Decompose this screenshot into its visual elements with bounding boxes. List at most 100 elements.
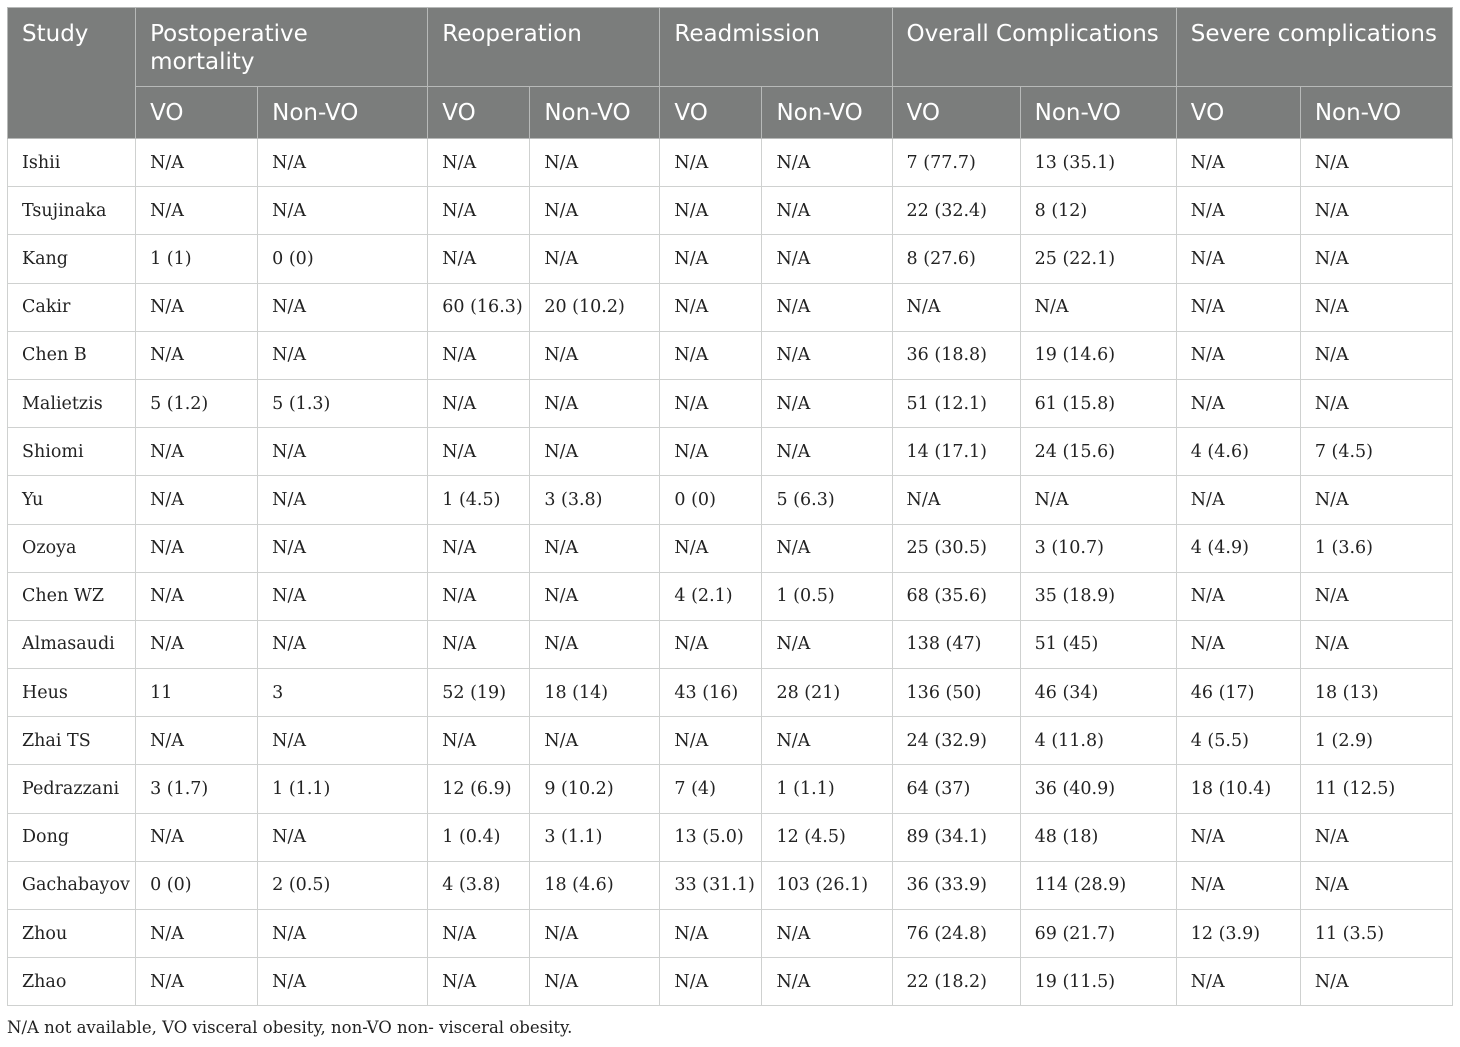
data-cell: N/A [257, 716, 429, 766]
data-cell: N/A [761, 716, 893, 766]
study-name-cell: Kang [6, 234, 137, 284]
table-row: Chen WZ N/A N/A N/A N/A 4 (2.1) 1 (0.5) 68 (35.… [6, 571, 1454, 621]
data-cell: N/A [427, 137, 531, 188]
data-cell: N/A [257, 475, 429, 525]
table-row: Cakir N/A N/A 60 (16.3) 20 (10.2) N/A N/A N/A N/… [6, 282, 1454, 332]
data-cell: N/A [659, 282, 763, 332]
header-sub: VO [891, 86, 1021, 139]
data-cell: 8 (12) [1019, 186, 1177, 236]
header-sub: VO [427, 86, 531, 139]
data-cell: N/A [529, 523, 661, 573]
data-cell: N/A [659, 186, 763, 236]
data-cell: N/A [761, 234, 893, 284]
table-row: Zhou N/A N/A N/A N/A N/A N/A 76 (24.8) 69 (21.7)… [6, 908, 1454, 959]
study-name-cell: Gachabayov [6, 860, 137, 911]
data-cell: N/A [529, 234, 661, 284]
data-cell: 12 (3.9) [1175, 908, 1301, 959]
header-sub: VO [659, 86, 763, 139]
data-cell: 24 (32.9) [891, 716, 1021, 766]
data-cell: 0 (0) [659, 475, 763, 525]
data-cell: 9 (10.2) [529, 764, 661, 814]
data-cell: 11 (12.5) [1299, 764, 1454, 814]
data-cell: 0 (0) [257, 234, 429, 284]
study-name-cell: Heus [6, 668, 137, 718]
header-sub: Non-VO [1299, 86, 1454, 139]
study-name-cell: Chen WZ [6, 571, 137, 621]
data-cell: 7 (4.5) [1299, 427, 1454, 477]
data-cell: N/A [761, 330, 893, 380]
data-cell: N/A [135, 137, 259, 188]
data-cell: N/A [135, 957, 259, 1007]
data-cell: 28 (21) [761, 668, 893, 718]
data-cell: N/A [257, 908, 429, 959]
data-cell: N/A [257, 523, 429, 573]
data-cell: 51 (45) [1019, 619, 1177, 670]
data-cell: N/A [135, 282, 259, 332]
data-cell: N/A [659, 523, 763, 573]
data-cell: 1 (1.1) [761, 764, 893, 814]
data-cell: 3 [257, 668, 429, 718]
data-cell: N/A [659, 716, 763, 766]
data-cell: 46 (34) [1019, 668, 1177, 718]
table-row: Shiomi N/A N/A N/A N/A N/A N/A 14 (17.1) 24 (15.… [6, 427, 1454, 477]
data-cell: N/A [529, 571, 661, 621]
data-cell: 4 (5.5) [1175, 716, 1301, 766]
header-group: Reoperation [427, 7, 661, 87]
data-cell: N/A [1299, 330, 1454, 380]
data-cell: 43 (16) [659, 668, 763, 718]
study-name-cell: Tsujinaka [6, 186, 137, 236]
data-cell: 8 (27.6) [891, 234, 1021, 284]
data-cell: N/A [1175, 137, 1301, 188]
data-cell: 61 (15.8) [1019, 378, 1177, 429]
header-row-groups: Study Postoperative mortality Reoperatio… [6, 7, 1454, 139]
data-cell: 12 (4.5) [761, 812, 893, 862]
data-cell: 1 (2.9) [1299, 716, 1454, 766]
data-cell: N/A [427, 378, 531, 429]
data-cell: N/A [1299, 378, 1454, 429]
data-cell: N/A [1299, 137, 1454, 188]
data-cell: 3 (1.7) [135, 764, 259, 814]
data-cell: 20 (10.2) [529, 282, 661, 332]
data-cell: N/A [135, 716, 259, 766]
data-cell: 11 [135, 668, 259, 718]
data-cell: N/A [761, 619, 893, 670]
data-cell: 35 (18.9) [1019, 571, 1177, 621]
data-cell: 76 (24.8) [891, 908, 1021, 959]
data-cell: N/A [1299, 475, 1454, 525]
header-group: Postoperative mortality [135, 7, 429, 87]
data-cell: N/A [1299, 186, 1454, 236]
data-cell: 4 (11.8) [1019, 716, 1177, 766]
data-cell: 18 (13) [1299, 668, 1454, 718]
data-cell: N/A [659, 908, 763, 959]
data-cell: 36 (33.9) [891, 860, 1021, 911]
data-cell: 25 (30.5) [891, 523, 1021, 573]
table-row: Ishii N/A N/A N/A N/A N/A N/A 7 (77.7) 13 (35.1)… [6, 137, 1454, 188]
data-cell: 18 (14) [529, 668, 661, 718]
data-cell: 5 (6.3) [761, 475, 893, 525]
header-group: Overall Complications [891, 7, 1177, 87]
data-cell: 5 (1.3) [257, 378, 429, 429]
data-cell: N/A [257, 186, 429, 236]
data-cell: N/A [135, 330, 259, 380]
data-cell: 7 (4) [659, 764, 763, 814]
data-cell: N/A [1175, 571, 1301, 621]
data-cell: N/A [135, 908, 259, 959]
table-row: Ozoya N/A N/A N/A N/A N/A N/A 25 (30.5) 3 (10.7)… [6, 523, 1454, 573]
data-cell: 18 (4.6) [529, 860, 661, 911]
data-cell: N/A [1019, 282, 1177, 332]
data-cell: N/A [135, 812, 259, 862]
data-cell: 25 (22.1) [1019, 234, 1177, 284]
data-cell: N/A [659, 619, 763, 670]
table-row: Yu N/A N/A 1 (4.5) 3 (3.8) 0 (0) 5 (6.3) N/A N/A… [6, 475, 1454, 525]
data-cell: N/A [529, 378, 661, 429]
data-cell: N/A [529, 137, 661, 188]
data-cell: 22 (18.2) [891, 957, 1021, 1007]
table-row: Almasaudi N/A N/A N/A N/A N/A N/A 138 (47) 51 (4… [6, 619, 1454, 670]
header-sub: Non-VO [529, 86, 661, 139]
table-row: Chen B N/A N/A N/A N/A N/A N/A 36 (18.8) 19 (14.… [6, 330, 1454, 380]
data-cell: 89 (34.1) [891, 812, 1021, 862]
study-name-cell: Zhou [6, 908, 137, 959]
data-cell: 2 (0.5) [257, 860, 429, 911]
data-cell: 7 (77.7) [891, 137, 1021, 188]
data-cell: 11 (3.5) [1299, 908, 1454, 959]
